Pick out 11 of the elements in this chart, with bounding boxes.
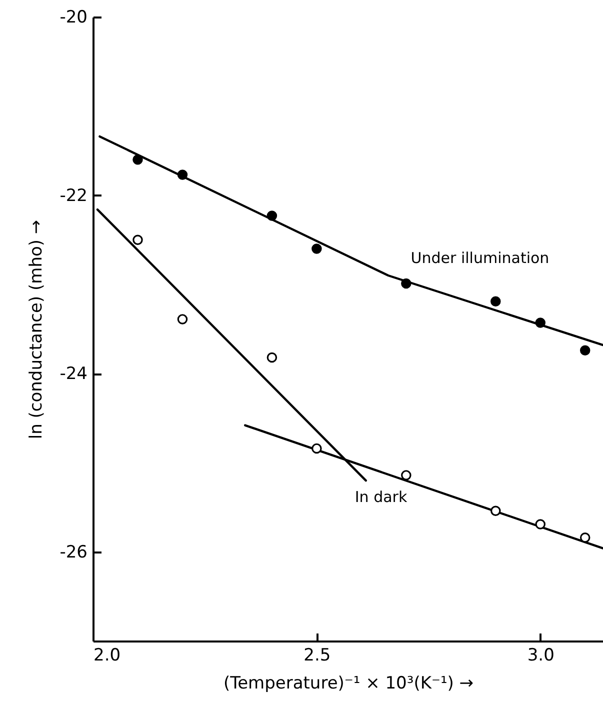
x-tick-label: 2.0 [94,646,121,666]
annotation: Under illumination [410,249,550,267]
x-axis-title: (Temperature)⁻¹ × 10³(K⁻¹) → [223,674,474,694]
y-tick-label: -26 [60,542,88,562]
x-tick-label: 2.5 [304,646,331,666]
y-axis-title: ln (conductance) (mho) → [26,220,47,440]
y-tick-label: -24 [60,364,88,384]
y-tick-label: -20 [60,8,88,28]
annotation: In dark [354,488,408,506]
x-tick-label: 3.0 [527,646,554,666]
y-tick-label: -22 [60,186,88,206]
